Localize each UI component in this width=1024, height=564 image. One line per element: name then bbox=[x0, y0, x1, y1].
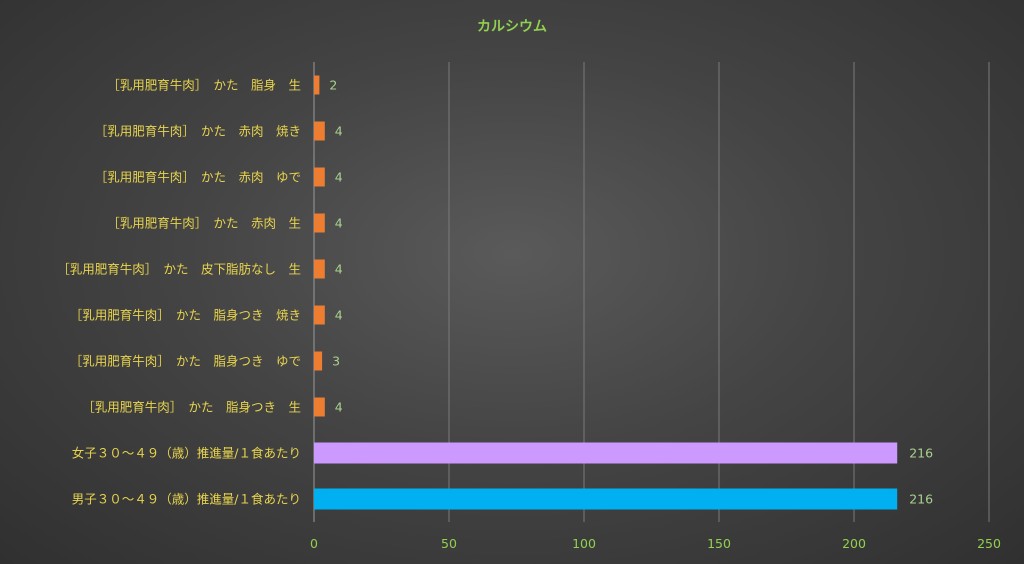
category-label: 男子３０～４９（歳）推進量/１食あたり bbox=[72, 492, 301, 507]
data-label: 4 bbox=[335, 170, 343, 185]
bar bbox=[314, 259, 325, 279]
x-tick-label: 150 bbox=[707, 536, 731, 551]
category-labels: ［乳用肥育牛肉］ かた 脂身 生 ［乳用肥育牛肉］ かた 赤肉 焼き ［乳用肥育牛肉… bbox=[57, 78, 301, 507]
data-label: 4 bbox=[335, 262, 343, 277]
category-label: 女子３０～４９（歳）推進量/１食あたり bbox=[72, 446, 301, 461]
bar bbox=[314, 213, 325, 233]
x-tick-label: 100 bbox=[572, 536, 596, 551]
category-label: ［乳用肥育牛肉］ かた 赤肉 ゆで bbox=[95, 170, 301, 185]
category-label: ［乳用肥育牛肉］ かた 赤肉 焼き bbox=[95, 124, 301, 139]
category-label: ［乳用肥育牛肉］ かた 脂身つき ゆで bbox=[70, 354, 301, 369]
x-tick-label: 50 bbox=[441, 536, 457, 551]
x-tick-labels: 0 50 100 150 200 250 bbox=[310, 536, 1001, 551]
category-label: ［乳用肥育牛肉］ かた 赤肉 生 bbox=[107, 216, 301, 231]
category-label: ［乳用肥育牛肉］ かた 皮下脂肪なし 生 bbox=[57, 262, 301, 277]
bar bbox=[314, 442, 898, 464]
data-label: 3 bbox=[332, 354, 340, 369]
data-label: 4 bbox=[335, 216, 343, 231]
bar bbox=[314, 351, 323, 371]
bar bbox=[314, 488, 898, 510]
bars bbox=[314, 75, 898, 510]
bar bbox=[314, 397, 325, 417]
data-label: 4 bbox=[335, 124, 343, 139]
chart-title: カルシウム bbox=[477, 19, 547, 35]
bar bbox=[314, 167, 325, 187]
bar bbox=[314, 305, 325, 325]
x-tick-label: 250 bbox=[977, 536, 1001, 551]
bar bbox=[314, 121, 325, 141]
x-tick-label: 200 bbox=[842, 536, 866, 551]
category-label: ［乳用肥育牛肉］ かた 脂身つき 焼き bbox=[70, 308, 301, 323]
category-label: ［乳用肥育牛肉］ かた 脂身 生 bbox=[107, 78, 301, 93]
value-labels: 2 4 4 4 4 4 3 4 216 216 bbox=[329, 78, 933, 507]
data-label: 4 bbox=[335, 308, 343, 323]
data-label: 216 bbox=[909, 446, 933, 461]
data-label: 4 bbox=[335, 400, 343, 415]
data-label: 216 bbox=[909, 492, 933, 507]
bar bbox=[314, 75, 320, 95]
category-label: ［乳用肥育牛肉］ かた 脂身つき 生 bbox=[82, 400, 301, 415]
x-tick-label: 0 bbox=[310, 536, 318, 551]
data-label: 2 bbox=[329, 78, 337, 93]
